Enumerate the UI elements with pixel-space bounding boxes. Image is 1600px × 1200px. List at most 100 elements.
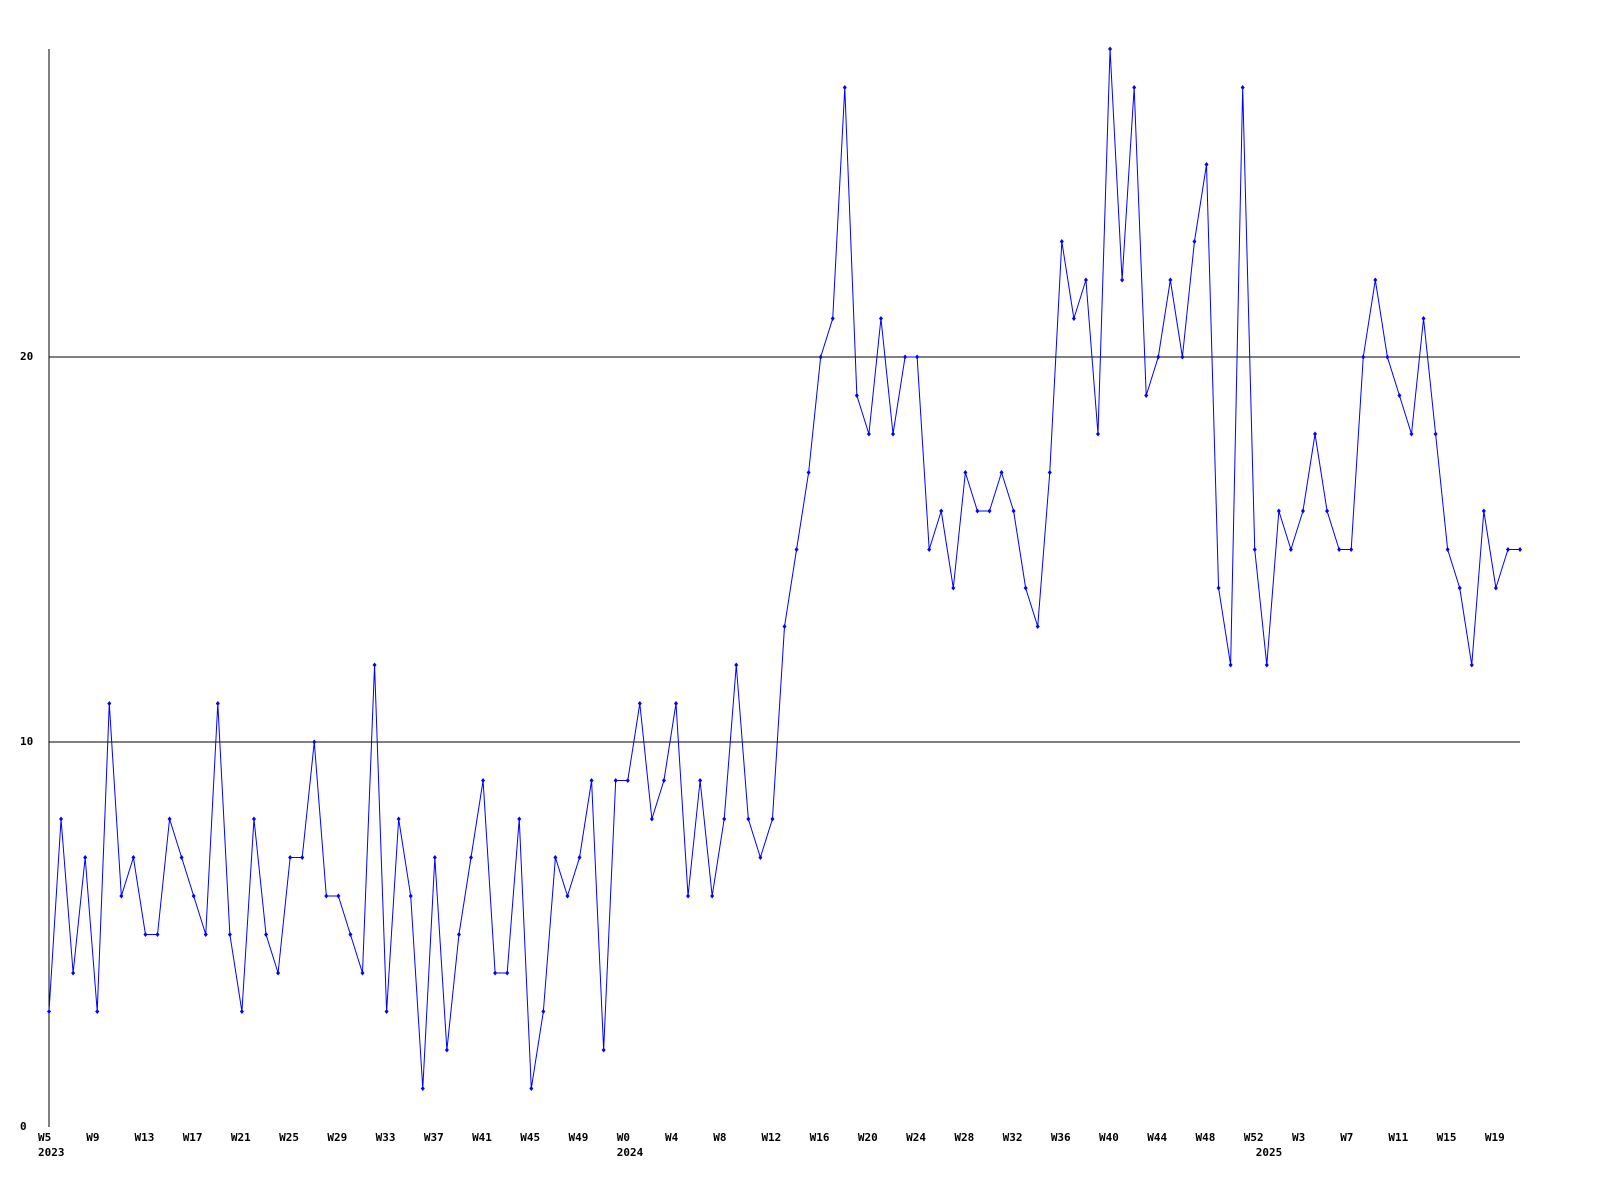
data-point xyxy=(312,739,317,745)
x-tick-label: W7 xyxy=(1340,1131,1353,1144)
data-point xyxy=(686,893,691,899)
data-point xyxy=(1264,662,1269,668)
x-tick-label: W16 xyxy=(810,1131,830,1144)
data-point xyxy=(794,547,799,552)
x-tick-label: W21 xyxy=(231,1131,251,1144)
data-point xyxy=(95,1009,100,1014)
data-point xyxy=(1445,547,1450,552)
y-tick-label: 20 xyxy=(20,350,33,363)
data-point xyxy=(1192,239,1197,244)
data-point xyxy=(1180,354,1185,360)
data-point xyxy=(1421,316,1426,321)
y-tick-label: 10 xyxy=(20,735,33,748)
data-point xyxy=(119,893,124,899)
data-point xyxy=(107,701,112,706)
data-point xyxy=(1313,431,1318,437)
data-point xyxy=(613,778,618,783)
data-point xyxy=(577,855,582,860)
data-point xyxy=(1433,431,1438,437)
x-tick-label: W44 xyxy=(1147,1131,1167,1144)
data-point xyxy=(830,316,835,321)
data-point xyxy=(1011,508,1016,514)
x-tick-label: W28 xyxy=(954,1131,974,1144)
data-point xyxy=(915,354,920,360)
data-point xyxy=(866,431,871,437)
data-point xyxy=(722,816,727,822)
x-tick-label: W17 xyxy=(183,1131,203,1144)
x-tick-label: W20 xyxy=(858,1131,878,1144)
data-point xyxy=(1156,354,1161,360)
x-tick-label: W12 xyxy=(761,1131,781,1144)
data-point xyxy=(758,855,763,860)
data-point xyxy=(1385,354,1390,360)
data-point xyxy=(276,970,281,976)
x-tick-label: W41 xyxy=(472,1131,492,1144)
data-point xyxy=(1397,393,1402,398)
data-point xyxy=(493,970,498,976)
data-point xyxy=(1361,354,1366,360)
data-point xyxy=(47,1009,51,1014)
data-point xyxy=(649,816,654,822)
y-tick-label: 0 xyxy=(20,1120,27,1133)
data-point xyxy=(1120,277,1125,283)
data-point xyxy=(565,893,570,899)
x-tick-label: W4 xyxy=(665,1131,679,1144)
data-point xyxy=(818,354,823,360)
data-point xyxy=(191,893,196,899)
data-point xyxy=(456,932,461,937)
data-point xyxy=(1325,508,1330,514)
data-point xyxy=(396,816,401,822)
data-point xyxy=(1469,662,1474,668)
data-point xyxy=(505,970,510,976)
data-point xyxy=(239,1009,244,1014)
x-tick-label: W19 xyxy=(1485,1131,1505,1144)
x-tick-label: W11 xyxy=(1388,1131,1408,1144)
x-tick-label: W49 xyxy=(569,1131,589,1144)
data-point xyxy=(324,893,329,899)
data-point xyxy=(1240,85,1245,90)
data-point xyxy=(1505,547,1510,552)
data-point xyxy=(637,701,642,706)
data-point xyxy=(1035,624,1040,629)
x-year-label: 2023 xyxy=(38,1146,65,1159)
x-tick-label: W3 xyxy=(1292,1131,1305,1144)
x-tick-label: W32 xyxy=(1003,1131,1023,1144)
x-tick-label: W36 xyxy=(1051,1131,1071,1144)
data-point xyxy=(227,932,232,937)
data-point xyxy=(167,816,172,822)
data-point xyxy=(1059,239,1064,244)
data-point xyxy=(251,816,256,822)
data-point xyxy=(348,932,353,937)
data-point xyxy=(903,354,908,360)
data-point xyxy=(408,893,413,899)
data-point xyxy=(155,932,160,937)
data-point xyxy=(1204,162,1209,167)
data-point xyxy=(529,1086,534,1091)
data-point xyxy=(215,701,220,706)
data-point xyxy=(1228,662,1233,668)
data-point xyxy=(288,855,293,860)
data-point xyxy=(203,932,208,937)
data-point xyxy=(963,470,968,475)
data-point xyxy=(264,932,269,937)
data-point xyxy=(1409,431,1414,437)
data-point xyxy=(553,855,558,860)
data-point xyxy=(1071,316,1076,321)
data-point xyxy=(698,778,703,783)
x-tick-label: W9 xyxy=(86,1131,99,1144)
data-point xyxy=(891,431,896,437)
data-point xyxy=(1493,585,1498,591)
data-point xyxy=(1457,585,1462,591)
data-point xyxy=(601,1047,606,1053)
data-point xyxy=(1095,431,1100,437)
data-point xyxy=(336,893,341,899)
data-point xyxy=(1276,508,1281,514)
data-point xyxy=(734,662,739,668)
data-point xyxy=(541,1009,546,1014)
data-point xyxy=(1047,470,1052,475)
data-point xyxy=(1518,547,1522,552)
data-point xyxy=(1373,277,1378,283)
data-point xyxy=(854,393,859,398)
x-year-label: 2025 xyxy=(1256,1146,1283,1159)
